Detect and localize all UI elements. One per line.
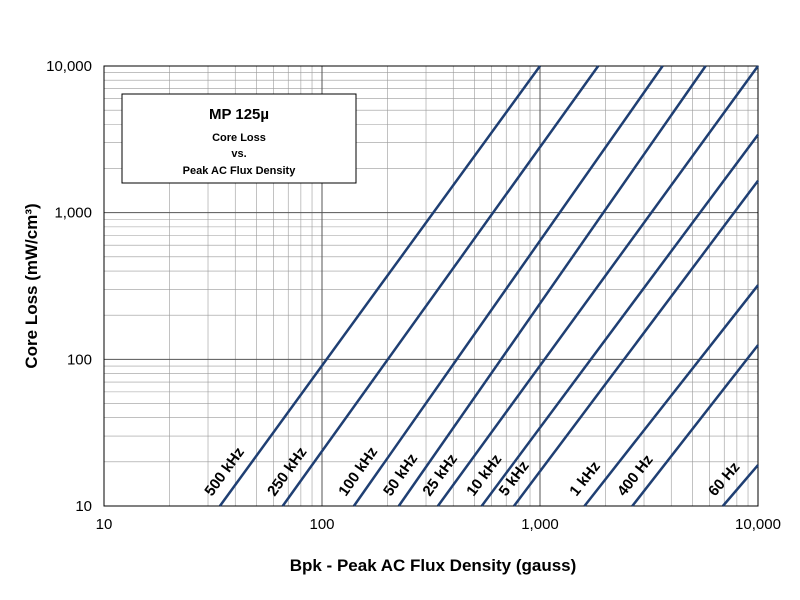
y-tick-labels: 10 100 1,000 10,000	[46, 58, 92, 515]
series-line-5-khz	[513, 180, 759, 507]
series-lines	[218, 65, 760, 507]
series-label-1-khz: 1 kHz	[566, 458, 604, 499]
series-line-500-khz	[218, 65, 542, 507]
x-tick-labels: 10 100 1,000 10,000	[96, 516, 781, 533]
title-box-frame	[121, 93, 357, 184]
y-axis-title: Core Loss (mW/cm³)	[22, 203, 41, 368]
series-line-60-hz	[721, 464, 759, 507]
series-label-250-khz: 250 kHz	[264, 444, 310, 499]
chart-subtitle-line-2: vs.	[231, 148, 246, 160]
series-line-400-hz	[631, 344, 759, 507]
y-tick-label: 100	[67, 351, 92, 368]
x-tick-label: 1,000	[521, 516, 559, 533]
series-line-1-khz	[583, 284, 759, 507]
series-label-100-khz: 100 kHz	[335, 444, 381, 499]
chart-title: MP 125µ	[209, 106, 269, 123]
chart-subtitle-line-1: Core Loss	[212, 132, 266, 144]
y-tick-label: 10	[75, 498, 92, 515]
series-line-100-khz	[352, 65, 664, 507]
x-tick-label: 10,000	[735, 516, 781, 533]
y-tick-label: 1,000	[54, 205, 92, 222]
series-line-10-khz	[480, 133, 760, 507]
series-line-25-khz	[436, 65, 760, 507]
chart-title-box: MP 125µ Core Loss vs. Peak AC Flux Densi…	[121, 93, 357, 184]
x-tick-label: 100	[309, 516, 334, 533]
series-label-25-khz: 25 kHz	[419, 451, 461, 499]
series-line-250-khz	[281, 65, 600, 507]
chart-subtitle-line-3: Peak AC Flux Density	[183, 165, 297, 177]
x-tick-label: 10	[96, 516, 113, 533]
series-label-500-khz: 500 kHz	[201, 444, 248, 499]
y-tick-label: 10,000	[46, 58, 92, 75]
x-axis-title: Bpk - Peak AC Flux Density (gauss)	[290, 556, 577, 575]
series-line-50-khz	[397, 65, 707, 507]
